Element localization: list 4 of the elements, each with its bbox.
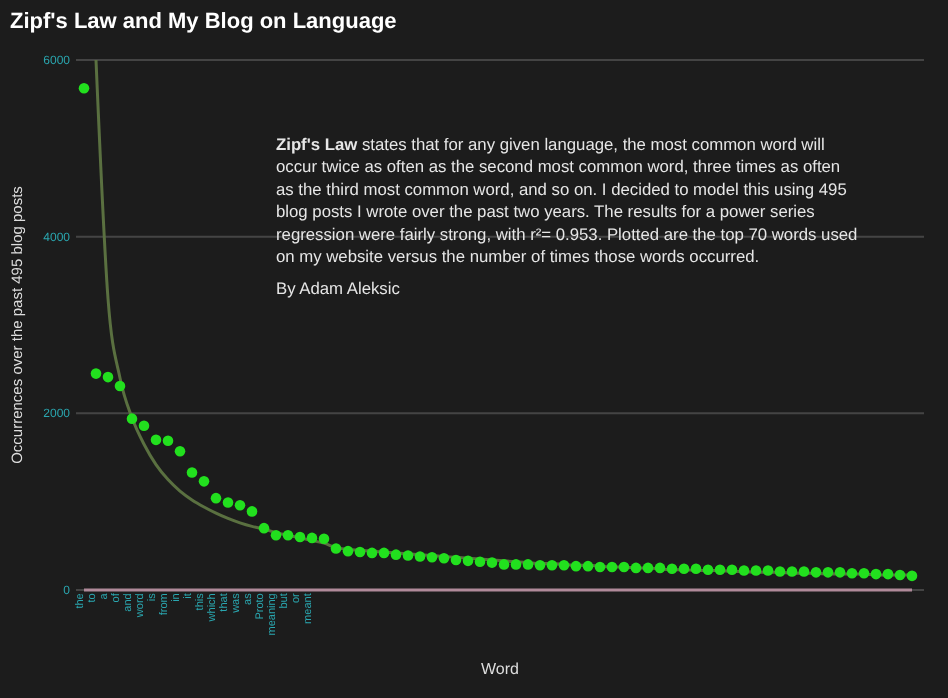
x-axis-title: Word [481, 660, 519, 678]
chart-title: Zipf's Law and My Blog on Language [10, 10, 397, 34]
annotation: By Adam Aleksic [276, 278, 400, 298]
annotation: Zipf's Law states that for any given language, the most common word will occur twice as often as the second most common word, three times as often as the third most common word, and so on. I decided to model this using 495 blog posts I wrote over the past two years. The results for a power series regression were fairly strong, with r²= 0.953. Plotted are the top 70 words used on my website versus the number of times those words occurred. [276, 134, 859, 266]
